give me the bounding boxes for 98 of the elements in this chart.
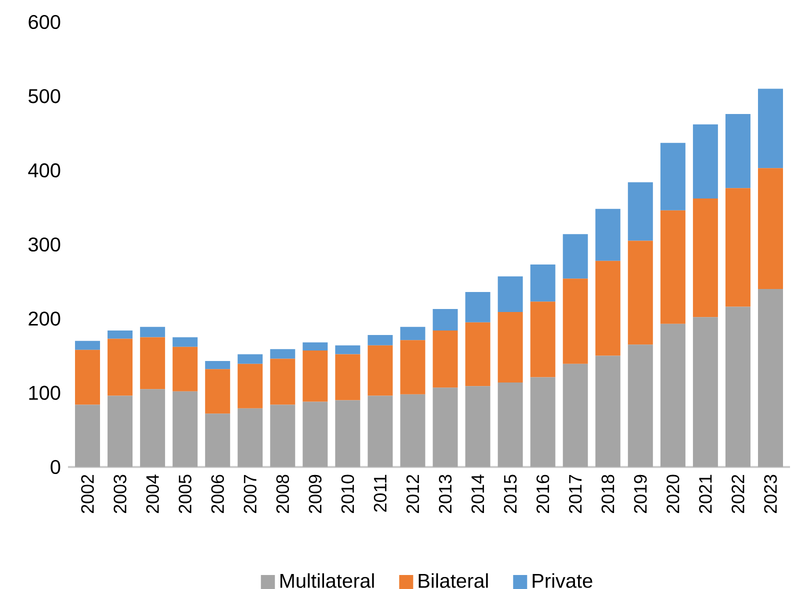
x-tick-label: 2023	[764, 474, 777, 514]
bar	[530, 264, 556, 302]
x-tick-label: 2015	[504, 474, 517, 514]
bar	[562, 234, 588, 279]
y-tick-label: 200	[28, 312, 60, 326]
bar	[660, 210, 686, 324]
bar	[400, 326, 426, 340]
x-tick-label: 2016	[536, 474, 550, 514]
bar	[562, 364, 588, 467]
bar	[660, 324, 686, 467]
bar	[205, 369, 230, 414]
x-tick-label: 2003	[114, 474, 126, 514]
bar	[692, 124, 718, 199]
bar	[400, 340, 426, 394]
bar	[465, 386, 490, 467]
y-tick-label: 0	[50, 460, 60, 474]
bar	[75, 404, 100, 467]
bar	[595, 208, 620, 261]
y-tick-label: 300	[28, 237, 60, 252]
x-tick-label: 2010	[341, 474, 354, 514]
bar	[725, 114, 750, 188]
x-tick-label: 2012	[406, 474, 420, 514]
x-tick-label: 2006	[211, 474, 224, 514]
x-tick-label: 2021	[699, 474, 712, 514]
bar	[758, 289, 783, 467]
legend-label: Bilateral	[418, 573, 488, 588]
x-tick-label: 2020	[666, 474, 680, 514]
bar	[238, 408, 263, 467]
bar	[302, 402, 328, 467]
bar	[205, 360, 230, 370]
x-tick-label: 2011	[374, 474, 387, 512]
x-tick-label: 2008	[276, 474, 290, 514]
bar	[562, 278, 588, 364]
x-tick-label: 2013	[438, 474, 452, 514]
bar	[498, 312, 523, 382]
bar	[725, 306, 750, 467]
y-tick-label: 100	[29, 386, 60, 400]
bar	[270, 349, 296, 359]
x-tick-label: 2022	[732, 474, 744, 514]
y-tick-label: 400	[28, 163, 60, 178]
bar	[758, 168, 783, 289]
x-tick-label: 2018	[602, 474, 614, 514]
bar	[498, 276, 523, 312]
bar	[725, 188, 750, 307]
bar	[530, 377, 556, 467]
x-tick-label: 2009	[308, 474, 322, 514]
x-tick-label: 2004	[146, 474, 159, 514]
bar	[140, 389, 166, 467]
bar	[432, 309, 458, 331]
legend-label: Private	[532, 573, 592, 588]
bar	[400, 394, 426, 467]
bar	[432, 330, 458, 388]
bar	[692, 317, 718, 467]
x-tick-label: 2007	[244, 474, 256, 514]
bar	[368, 334, 393, 346]
bar	[335, 354, 360, 400]
bar	[75, 350, 100, 405]
bar	[270, 404, 296, 467]
bar	[530, 302, 556, 378]
bar	[465, 292, 490, 322]
bar	[628, 182, 653, 241]
bar	[270, 358, 296, 405]
bar	[432, 388, 458, 467]
bar	[628, 240, 653, 345]
bar	[595, 356, 620, 467]
x-tick-label: 2017	[569, 474, 582, 514]
bar	[172, 337, 198, 347]
x-tick-label: 2019	[634, 474, 647, 514]
bar	[465, 322, 490, 386]
bar	[108, 396, 133, 467]
bar	[628, 344, 653, 467]
bar	[238, 354, 263, 364]
legend-label: Multilateral	[280, 573, 374, 588]
bar	[238, 364, 263, 408]
bar	[172, 346, 198, 392]
bar	[302, 342, 328, 351]
bar	[108, 338, 133, 396]
bar	[595, 260, 620, 356]
bar	[660, 142, 686, 210]
bar	[692, 198, 718, 318]
bar	[108, 330, 133, 339]
x-tick-label: 2014	[471, 474, 484, 514]
bar	[335, 400, 360, 467]
x-tick-label: 2002	[81, 474, 94, 514]
bar	[140, 326, 166, 338]
bar	[368, 345, 393, 396]
bar	[302, 350, 328, 402]
bar	[172, 391, 198, 467]
bar	[75, 340, 100, 350]
bar	[758, 88, 783, 168]
y-tick-label: 500	[28, 89, 60, 104]
bar	[498, 382, 523, 467]
y-tick-label: 600	[28, 14, 60, 30]
bar	[205, 414, 230, 467]
bar	[368, 396, 393, 467]
bar	[140, 337, 166, 390]
bar	[335, 345, 360, 354]
x-tick-label: 2005	[178, 474, 192, 514]
